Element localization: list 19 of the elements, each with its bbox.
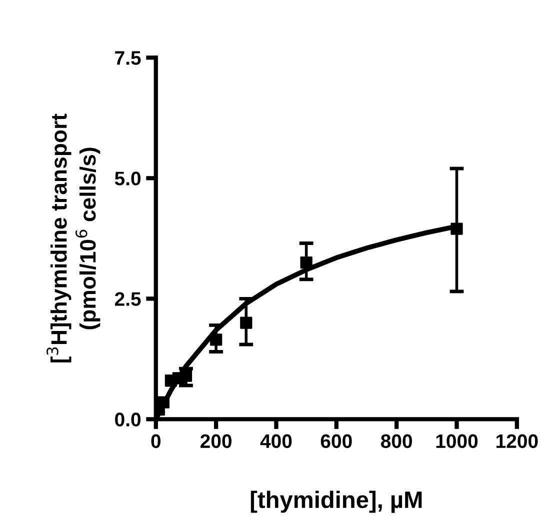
y-tick-label: 5.0: [114, 172, 141, 186]
y-tick-label: 0.0: [115, 412, 141, 426]
y-tick-label: 7.5: [115, 51, 141, 65]
x-axis-title: [thymidine], µM: [250, 490, 422, 513]
x-tick-label: 1200: [496, 434, 538, 448]
x-tick-label: 1000: [436, 434, 478, 448]
x-tick-label: 800: [380, 434, 412, 448]
point: [157, 396, 170, 408]
point: [300, 256, 312, 269]
x-tick-label: 400: [260, 434, 292, 448]
y-tick-label: 2.5: [114, 292, 141, 306]
x-tick-label: 600: [320, 434, 352, 448]
x-tick-label: 200: [200, 434, 232, 448]
point: [240, 316, 252, 329]
x-tick-label: 0: [151, 434, 161, 448]
point: [450, 222, 463, 235]
point: [210, 334, 222, 346]
y-axis-title: [$^{3}$H]thymidine transport (pmol/10$^{6}$ cells/s): [46, 114, 100, 362]
point: [180, 370, 192, 382]
